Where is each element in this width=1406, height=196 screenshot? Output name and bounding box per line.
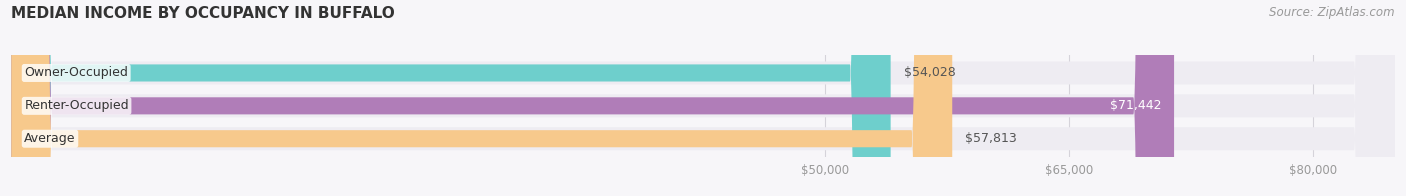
Text: $54,028: $54,028 (904, 66, 956, 79)
FancyBboxPatch shape (11, 0, 952, 196)
Text: $71,442: $71,442 (1109, 99, 1161, 112)
Text: $57,813: $57,813 (966, 132, 1017, 145)
FancyBboxPatch shape (11, 0, 1174, 196)
FancyBboxPatch shape (11, 0, 890, 196)
Text: Average: Average (24, 132, 76, 145)
Text: Renter-Occupied: Renter-Occupied (24, 99, 129, 112)
Text: Source: ZipAtlas.com: Source: ZipAtlas.com (1270, 6, 1395, 19)
Text: Owner-Occupied: Owner-Occupied (24, 66, 128, 79)
Text: MEDIAN INCOME BY OCCUPANCY IN BUFFALO: MEDIAN INCOME BY OCCUPANCY IN BUFFALO (11, 6, 395, 21)
FancyBboxPatch shape (11, 0, 1395, 196)
FancyBboxPatch shape (11, 0, 1395, 196)
FancyBboxPatch shape (11, 0, 1395, 196)
